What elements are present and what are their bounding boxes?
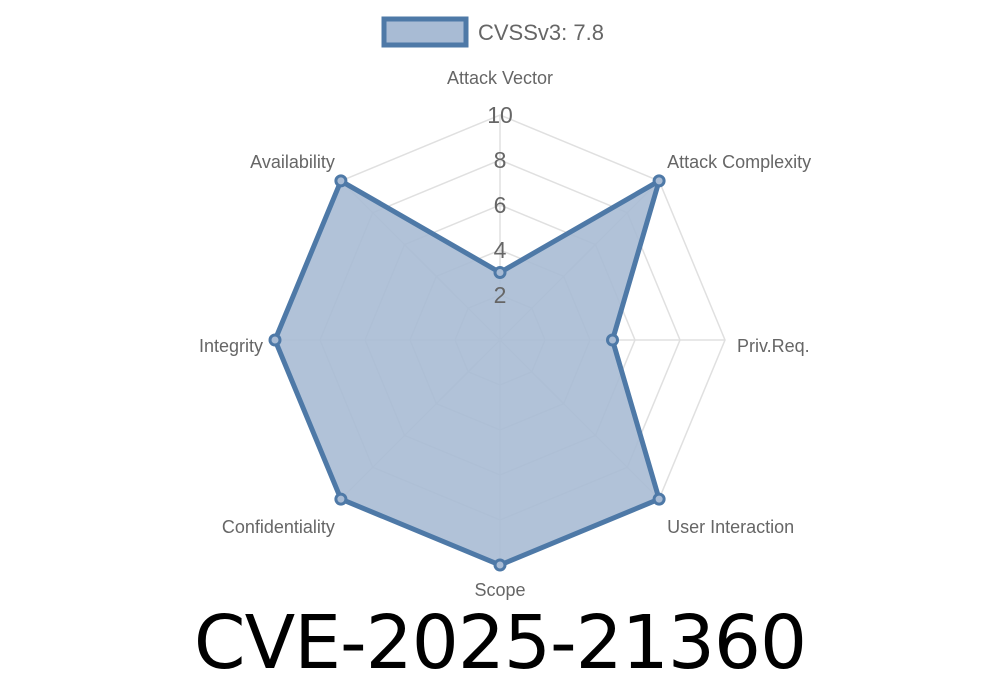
axis-label: Integrity: [199, 336, 263, 356]
data-point: [493, 266, 507, 279]
data-point: [493, 558, 507, 572]
legend-label: CVSSv3: 7.8: [478, 20, 604, 45]
tick-label: 10: [487, 102, 513, 128]
legend-swatch: [381, 16, 469, 48]
axis-label: User Interaction: [667, 517, 794, 537]
axis-label: Availability: [250, 152, 335, 172]
tick-label: 8: [494, 147, 507, 173]
axis-label: Confidentiality: [222, 517, 335, 537]
cve-title: CVE-2025-21360: [193, 600, 807, 686]
axis-label: Attack Vector: [447, 68, 553, 88]
series-area: [272, 175, 664, 568]
data-point: [606, 333, 619, 347]
axis-label: Scope: [474, 580, 525, 600]
axis-label: Attack Complexity: [667, 152, 811, 172]
data-point: [652, 174, 666, 188]
tick-label: 4: [494, 237, 507, 263]
tick-label: 2: [494, 282, 507, 308]
data-point: [652, 492, 666, 506]
tick-label: 6: [494, 192, 507, 218]
data-point: [334, 174, 348, 188]
data-point: [334, 492, 348, 506]
data-point: [268, 333, 282, 347]
axis-label: Priv.Req.: [737, 336, 810, 356]
